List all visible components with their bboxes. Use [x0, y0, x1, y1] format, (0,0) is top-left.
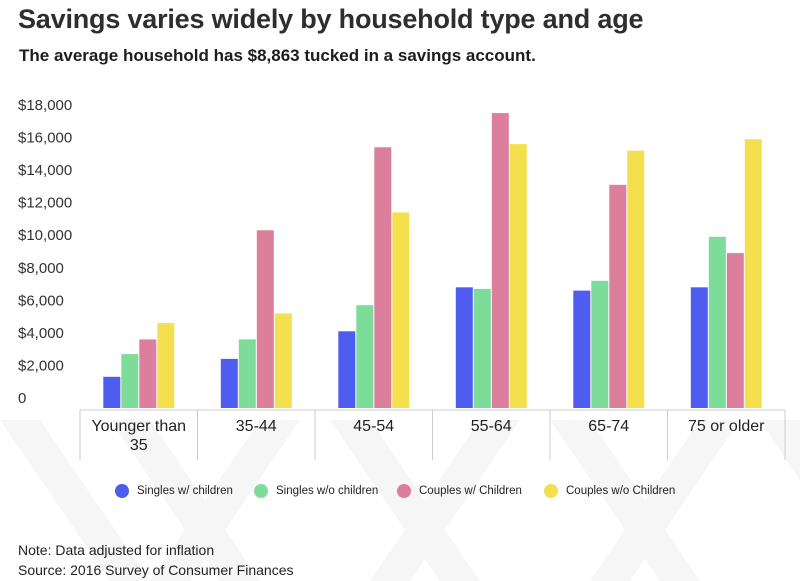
bar-singles-w-children-5: [690, 287, 708, 408]
bar-couples-w-children-4: [609, 184, 627, 408]
bar-singles-w-children-2: [338, 331, 356, 408]
bar-couples-w-o-children-3: [509, 144, 527, 408]
bar-couples-w-o-children-5: [744, 139, 762, 408]
bar-couples-w-children-2: [374, 147, 392, 409]
legend-label: Singles w/ children: [137, 485, 233, 497]
legend-label: Couples w/o Children: [566, 485, 676, 497]
bar-couples-w-children-5: [726, 253, 744, 408]
legend-swatch-icon: [115, 484, 129, 498]
chart-title: Savings varies widely by household type …: [18, 4, 644, 34]
y-tick-label: $2,000: [18, 357, 64, 374]
x-category-label-line: 35: [130, 437, 148, 454]
bar-couples-w-o-children-4: [627, 150, 645, 408]
bar-couples-w-o-children-0: [157, 323, 175, 408]
bar-singles-w-children-0: [103, 376, 121, 408]
y-tick-label: $16,000: [18, 130, 72, 147]
source-citation: Source: 2016 Survey of Consumer Finances: [18, 562, 294, 578]
bar-couples-w-children-0: [139, 339, 157, 408]
x-category-label-line: Younger than: [91, 418, 186, 435]
bar-singles-w-o-children-4: [591, 280, 609, 408]
x-category-label-line: 75 or older: [688, 418, 765, 435]
bar-singles-w-children-4: [573, 290, 591, 408]
legend-swatch-icon: [254, 484, 268, 498]
bar-singles-w-children-3: [455, 287, 473, 408]
legend-label: Singles w/o children: [276, 485, 379, 497]
x-category-label: 45-54: [353, 418, 394, 435]
legend-swatch-icon: [397, 484, 411, 498]
bar-couples-w-o-children-1: [274, 313, 292, 408]
y-tick-label: $6,000: [18, 292, 64, 309]
legend-swatch-icon: [544, 484, 558, 498]
chart-subtitle: The average household has $8,863 tucked …: [19, 46, 536, 65]
x-category-label: 35-44: [236, 418, 277, 435]
x-category-label: Younger than 35: [91, 418, 186, 454]
bar-singles-w-o-children-2: [356, 305, 374, 408]
bar-singles-w-o-children-0: [121, 354, 139, 408]
y-tick-label: 0: [18, 390, 26, 407]
x-category-label-line: 45-54: [353, 418, 394, 435]
x-category-label-line: 55-64: [471, 418, 512, 435]
legend-item: Couples w/ Children: [397, 484, 522, 498]
footnote: Note: Data adjusted for inflation: [18, 542, 215, 558]
x-category-label-line: 65-74: [588, 418, 629, 435]
y-tick-label: $14,000: [18, 162, 72, 179]
bar-singles-w-o-children-5: [708, 236, 726, 408]
bar-couples-w-children-1: [256, 230, 274, 408]
x-category-label: 75 or older: [688, 418, 765, 435]
bar-couples-w-o-children-2: [392, 212, 410, 408]
legend-item: Singles w/o children: [254, 484, 378, 498]
bar-singles-w-o-children-3: [473, 288, 491, 408]
bar-couples-w-children-3: [491, 113, 509, 408]
y-tick-label: $4,000: [18, 325, 64, 342]
x-category-label: 65-74: [588, 418, 629, 435]
chart-legend: Singles w/ children Singles w/o children C…: [0, 484, 800, 504]
bar-singles-w-o-children-1: [238, 339, 256, 408]
legend-label: Couples w/ Children: [419, 485, 522, 497]
y-tick-label: $18,000: [18, 97, 72, 114]
bar-singles-w-children-1: [220, 358, 238, 408]
x-category-label-line: 35-44: [236, 418, 277, 435]
legend-item: Couples w/o Children: [544, 484, 675, 498]
y-tick-label: $8,000: [18, 260, 64, 277]
legend-item: Singles w/ children: [115, 484, 233, 498]
y-tick-label: $10,000: [18, 227, 72, 244]
y-tick-label: $12,000: [18, 195, 72, 212]
x-category-label: 55-64: [471, 418, 512, 435]
